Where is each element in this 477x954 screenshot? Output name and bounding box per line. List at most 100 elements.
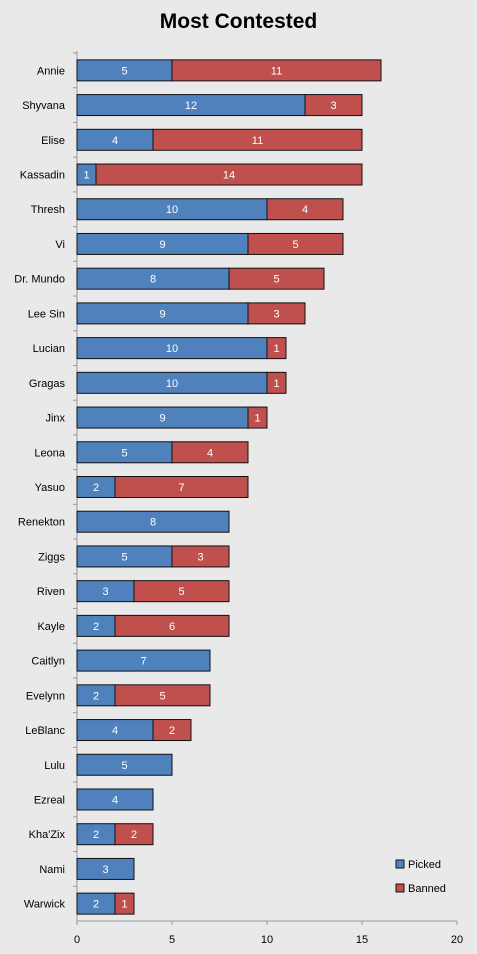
category-label: Elise [41,135,65,147]
x-tick-label: 5 [169,934,175,946]
bar-banned [266,371,287,394]
chart-title: Most Contested [159,10,318,33]
bar-banned [171,59,382,82]
data-label: 12 [185,100,197,112]
data-label: 5 [121,551,127,563]
data-label: 11 [271,65,282,77]
category-label: Ezreal [34,794,65,806]
bar-banned [133,580,230,603]
data-label: 5 [121,65,127,77]
data-label: 3 [102,864,108,876]
category-label: Kassadin [20,170,65,182]
data-label: 5 [121,447,127,459]
data-label: 6 [169,621,175,633]
data-label: 5 [292,239,298,251]
bar-picked [76,753,173,776]
data-label: 11 [252,135,263,147]
category-label: Shyvana [22,100,66,112]
bar-banned [266,198,344,221]
category-label: LeBlanc [25,725,65,737]
bar-banned [171,545,230,568]
x-tick-label: 10 [261,934,273,946]
data-label: 2 [93,829,99,841]
data-label: 9 [159,308,165,320]
data-label: 3 [273,308,279,320]
bar-banned [114,892,135,915]
category-label: Kha'Zix [29,829,66,841]
data-label: 8 [150,517,156,529]
category-label: Thresh [31,204,65,216]
legend-swatch [395,883,405,893]
bar-banned [114,476,249,498]
legend-swatch [395,859,405,869]
category-label: Warwick [24,899,66,911]
data-label: 9 [159,413,165,425]
x-tick-label: 0 [74,934,80,946]
category-label: Renekton [18,517,65,529]
data-label: 3 [330,100,336,112]
bar-banned [228,267,325,290]
data-label: 1 [83,170,89,182]
category-label: Vi [55,239,65,251]
category-label: Ziggs [38,551,65,563]
legend-label: Picked [408,859,441,871]
category-label: Dr. Mundo [14,274,65,286]
bar-picked [76,649,211,672]
data-label: 8 [150,274,156,286]
data-label: 1 [121,899,127,911]
category-label: Jinx [45,413,65,425]
category-label: Gragas [29,378,66,390]
bar-banned [247,406,268,429]
data-label: 3 [197,551,203,563]
bar-banned [152,128,363,151]
bar-banned [114,614,230,637]
category-label: Caitlyn [31,656,65,668]
data-label: 1 [273,343,279,355]
data-label: 10 [166,343,178,355]
category-label: Annie [37,65,65,77]
data-label: 2 [169,725,175,737]
category-label: Leona [34,447,65,459]
data-label: 14 [223,170,235,182]
data-label: 4 [112,135,118,147]
data-label: 5 [121,760,127,772]
category-label: Evelynn [26,690,65,702]
category-label: Lulu [44,760,65,772]
category-label: Yasuo [35,482,65,494]
bar-picked [76,510,230,533]
bar-banned [114,684,211,707]
data-label: 10 [166,378,178,390]
data-label: 2 [93,621,99,633]
bar-banned [95,163,363,186]
bar-banned [247,302,306,325]
legend-label: Banned [408,883,446,895]
category-label: Riven [37,586,65,598]
data-label: 2 [131,829,137,841]
data-label: 4 [112,725,118,737]
data-label: 1 [273,378,279,390]
bar-banned [152,719,192,742]
category-label: Lee Sin [28,308,65,320]
data-label: 7 [140,656,146,668]
bar-banned [114,823,154,846]
data-label: 5 [178,586,184,598]
data-label: 3 [102,586,108,598]
bar-banned [304,94,363,117]
data-label: 10 [166,204,178,216]
x-tick-label: 15 [356,934,368,946]
bar-picked [76,857,135,880]
bar-banned [266,337,287,360]
data-label: 2 [93,482,99,494]
data-label: 4 [207,447,213,459]
data-label: 5 [159,690,165,702]
bar-picked [76,788,154,811]
data-label: 2 [93,899,99,911]
bar-banned [247,232,344,255]
category-label: Nami [39,864,65,876]
data-label: 9 [159,239,165,251]
data-label: 2 [93,690,99,702]
data-label: 7 [178,482,184,494]
data-label: 4 [302,204,308,216]
